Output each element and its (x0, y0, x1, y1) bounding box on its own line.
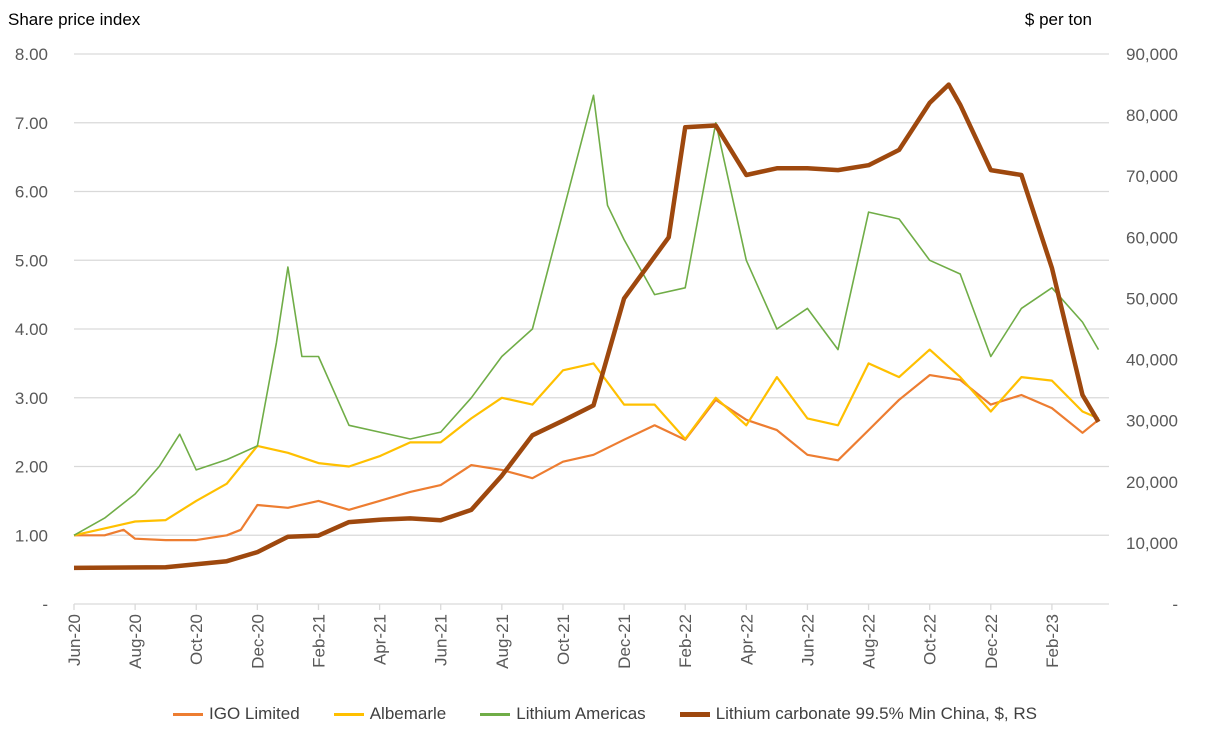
legend-item: IGO Limited (173, 704, 300, 724)
right-axis-title: $ per ton (1024, 10, 1092, 29)
x-tick-label: Feb-22 (676, 614, 695, 668)
series-line-igo-limited (74, 374, 1100, 542)
right-tick-label: 10,000 (1126, 534, 1178, 553)
legend-label: Lithium Americas (516, 704, 646, 723)
left-tick-label: 6.00 (15, 183, 48, 202)
legend-swatch (333, 712, 364, 716)
x-tick-label: Aug-20 (126, 614, 145, 669)
right-tick-label: 70,000 (1126, 167, 1178, 186)
legend-label: Albemarle (369, 704, 447, 723)
legend-label: IGO Limited (209, 704, 300, 723)
x-tick-label: Feb-23 (1043, 614, 1062, 668)
left-axis-title: Share price index (8, 10, 141, 29)
right-tick-label: 30,000 (1126, 412, 1178, 431)
left-tick-label: 2.00 (15, 458, 48, 477)
left-tick-label: 3.00 (15, 389, 48, 408)
legend-item: Lithium Americas (480, 704, 646, 724)
legend-swatch (480, 712, 511, 716)
right-tick-label: 50,000 (1126, 289, 1178, 308)
x-tick-label: Dec-22 (982, 614, 1001, 669)
x-tick-label: Dec-21 (615, 614, 634, 669)
series-line-albemarle (73, 348, 1099, 537)
left-tick-label: 8.00 (15, 45, 48, 64)
x-tick-label: Feb-21 (309, 614, 328, 668)
right-tick-label: 90,000 (1126, 45, 1178, 64)
right-tick-label: 80,000 (1126, 106, 1178, 125)
x-tick-label: Oct-20 (187, 614, 206, 665)
left-tick-label: 1.00 (15, 526, 48, 545)
x-tick-label: Dec-20 (248, 614, 267, 669)
legend-swatch (679, 711, 710, 717)
left-tick-label: 5.00 (15, 251, 48, 270)
right-tick-label: 20,000 (1126, 473, 1178, 492)
legend-item: Albemarle (333, 704, 447, 724)
series-line-lithium-carbonate-99-5-min-china-rs (73, 82, 1101, 571)
left-tick-label: - (42, 595, 48, 614)
left-tick-label: 7.00 (15, 114, 48, 133)
x-tick-label: Oct-22 (921, 614, 940, 665)
x-tick-label: Apr-22 (737, 614, 756, 665)
x-tick-label: Aug-22 (860, 614, 879, 669)
x-tick-label: Apr-21 (371, 614, 390, 665)
right-tick-label: 40,000 (1126, 351, 1178, 370)
legend-swatch (173, 712, 203, 716)
left-tick-label: 4.00 (15, 320, 48, 339)
legend-item: Lithium carbonate 99.5% Min China, $, RS (679, 704, 1037, 724)
right-tick-label: - (1172, 595, 1178, 614)
x-tick-label: Oct-21 (554, 614, 573, 665)
series-line-lithium-americas (73, 94, 1100, 536)
x-tick-label: Jun-21 (432, 614, 451, 666)
x-tick-label: Aug-21 (493, 614, 512, 669)
x-tick-label: Jun-20 (65, 614, 84, 666)
right-tick-label: 60,000 (1126, 228, 1178, 247)
legend-label: Lithium carbonate 99.5% Min China, $, RS (715, 704, 1037, 723)
legend: IGO Limited Albemarle Lithium Americas Lith… (0, 704, 1210, 724)
x-tick-label: Jun-22 (798, 614, 817, 666)
